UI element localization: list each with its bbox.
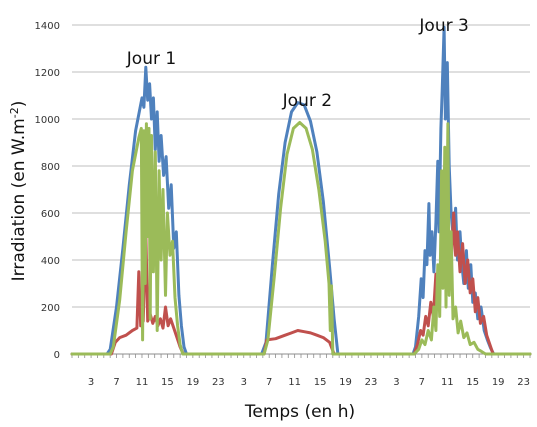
y-tick-label-0: 0 — [54, 350, 60, 361]
x-tick-label: 15 — [161, 377, 174, 388]
y-tick-label-400: 400 — [41, 256, 60, 267]
x-axis-title: Temps (en h) — [244, 402, 355, 422]
annotation-jour-1: Jour 1 — [126, 49, 176, 69]
x-tick-label: 23 — [212, 377, 225, 388]
y-axis-title-base: Irradiation (en W.m — [9, 118, 29, 281]
y-tick-label-200: 200 — [41, 303, 60, 314]
x-tick-label: 15 — [314, 377, 327, 388]
x-tick-label: 3 — [393, 377, 399, 388]
annotation-jour-3: Jour 3 — [418, 16, 468, 36]
y-tick-label-1200: 1200 — [35, 68, 60, 79]
day-annotations: Jour 1 Jour 2 Jour 3 — [126, 16, 469, 111]
y-tick-label-800: 800 — [41, 162, 60, 173]
y-tick-label-600: 600 — [41, 209, 60, 220]
y-tick-label-1400: 1400 — [35, 21, 60, 32]
x-tick-label: 23 — [517, 377, 530, 388]
x-tick-label: 15 — [466, 377, 479, 388]
y-axis-title: Irradiation (en W.m-2) — [8, 101, 29, 282]
x-tick-label: 11 — [136, 377, 149, 388]
x-tick-label: 7 — [266, 377, 272, 388]
x-tick-label: 3 — [88, 377, 94, 388]
x-tick-label: 19 — [492, 377, 505, 388]
x-tick-label: 19 — [339, 377, 352, 388]
x-tick-label: 7 — [419, 377, 425, 388]
x-axis — [71, 353, 531, 358]
x-tick-label: 19 — [186, 377, 199, 388]
series-line-3 — [70, 121, 532, 356]
y-tick-label-1000: 1000 — [35, 115, 60, 126]
x-tick-label: 11 — [288, 377, 301, 388]
x-tick-label: 23 — [365, 377, 378, 388]
y-axis-title-sup: -2 — [8, 107, 21, 118]
x-tick-labels: 3 7 11 15 19 23 3 7 11 15 19 23 3 7 11 15 19 23 — [88, 377, 530, 388]
series-line-2 — [70, 211, 532, 356]
data-series — [70, 25, 532, 356]
annotation-jour-2: Jour 2 — [282, 91, 332, 111]
x-tick-label: 11 — [441, 377, 454, 388]
x-tick-label: 7 — [113, 377, 119, 388]
x-tick-label: 3 — [241, 377, 247, 388]
y-axis-title-close: ) — [9, 101, 29, 108]
y-tick-labels: 0 200 400 600 800 1000 1200 1400 — [35, 21, 60, 361]
